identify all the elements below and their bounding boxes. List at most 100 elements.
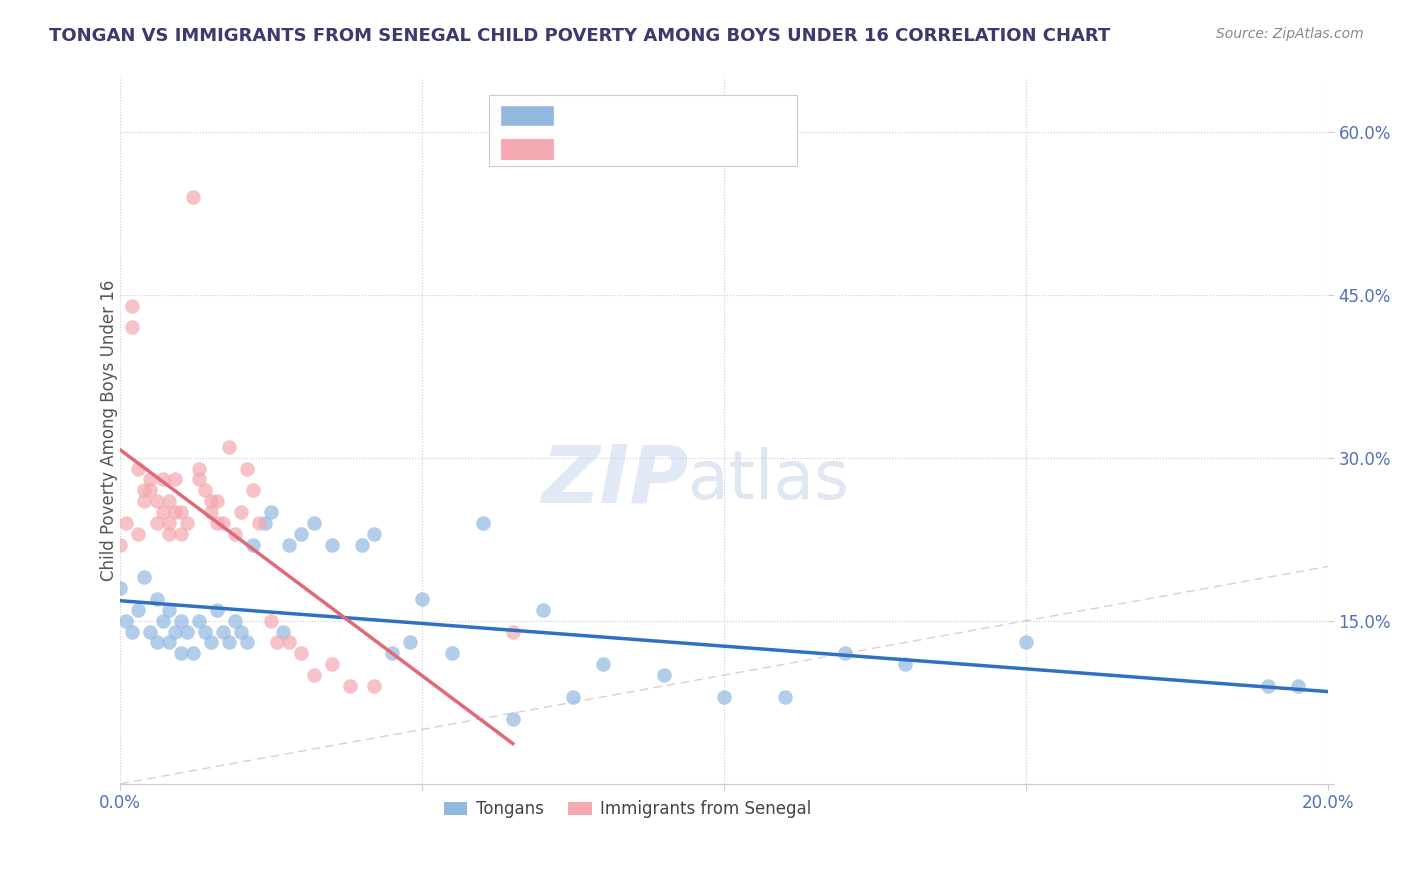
Point: [411, 592, 433, 607]
Text: atlas: atlas: [688, 447, 849, 513]
Point: [205, 494, 228, 508]
Point: [441, 646, 464, 660]
Point: [260, 505, 283, 519]
Point: [278, 538, 301, 552]
Point: [224, 526, 246, 541]
Point: [170, 646, 193, 660]
Legend: Tongans, Immigrants from Senegal: Tongans, Immigrants from Senegal: [437, 794, 818, 825]
Point: [157, 603, 180, 617]
Point: [592, 657, 614, 672]
Point: [302, 516, 325, 530]
Point: [145, 635, 167, 649]
Point: [115, 614, 138, 628]
Point: [200, 494, 222, 508]
Point: [134, 494, 156, 508]
Point: [502, 712, 524, 726]
Point: [254, 516, 277, 530]
Point: [145, 516, 167, 530]
Point: [212, 516, 235, 530]
Point: [1015, 635, 1038, 649]
Point: [152, 614, 174, 628]
Point: [224, 614, 246, 628]
Text: TONGAN VS IMMIGRANTS FROM SENEGAL CHILD POVERTY AMONG BOYS UNDER 16 CORRELATION : TONGAN VS IMMIGRANTS FROM SENEGAL CHILD …: [49, 27, 1111, 45]
Point: [187, 614, 209, 628]
Point: [121, 624, 143, 639]
Point: [194, 483, 217, 498]
Point: [212, 624, 235, 639]
Point: [145, 494, 167, 508]
Point: [1257, 679, 1279, 693]
Point: [321, 538, 343, 552]
Point: [187, 461, 209, 475]
Point: [302, 668, 325, 682]
Point: [260, 614, 283, 628]
Point: [399, 635, 422, 649]
Point: [134, 483, 156, 498]
Point: [339, 679, 361, 693]
Point: [181, 190, 204, 204]
Point: [236, 635, 259, 649]
Point: [163, 505, 186, 519]
Point: [170, 614, 193, 628]
Point: [115, 516, 138, 530]
Point: [110, 538, 132, 552]
Point: [531, 603, 554, 617]
Point: [163, 473, 186, 487]
Point: [471, 516, 494, 530]
Point: [121, 320, 143, 334]
Point: [139, 483, 162, 498]
Point: [139, 624, 162, 639]
Text: ZIP: ZIP: [540, 441, 688, 519]
Point: [278, 635, 301, 649]
Point: [242, 483, 264, 498]
Point: [363, 679, 385, 693]
Y-axis label: Child Poverty Among Boys Under 16: Child Poverty Among Boys Under 16: [100, 280, 118, 582]
Point: [176, 516, 198, 530]
Point: [218, 440, 240, 454]
Point: [145, 592, 167, 607]
Point: [236, 461, 259, 475]
Point: [290, 526, 312, 541]
Point: [121, 299, 143, 313]
Point: [170, 505, 193, 519]
Point: [200, 635, 222, 649]
Point: [194, 624, 217, 639]
Text: Source: ZipAtlas.com: Source: ZipAtlas.com: [1216, 27, 1364, 41]
Point: [163, 624, 186, 639]
Point: [205, 516, 228, 530]
Point: [110, 581, 132, 595]
Point: [290, 646, 312, 660]
Point: [200, 505, 222, 519]
Point: [127, 461, 149, 475]
Point: [134, 570, 156, 584]
Point: [152, 505, 174, 519]
Point: [242, 538, 264, 552]
Point: [266, 635, 288, 649]
Point: [205, 603, 228, 617]
Point: [229, 624, 252, 639]
Point: [363, 526, 385, 541]
Point: [157, 494, 180, 508]
Point: [127, 526, 149, 541]
Point: [187, 473, 209, 487]
Point: [157, 635, 180, 649]
Point: [1286, 679, 1309, 693]
Point: [127, 603, 149, 617]
Point: [321, 657, 343, 672]
Point: [139, 473, 162, 487]
Point: [381, 646, 404, 660]
Point: [652, 668, 675, 682]
Point: [157, 516, 180, 530]
Point: [247, 516, 270, 530]
Point: [181, 646, 204, 660]
Point: [273, 624, 295, 639]
Point: [562, 690, 585, 704]
Point: [218, 635, 240, 649]
Point: [773, 690, 796, 704]
Point: [350, 538, 373, 552]
Point: [713, 690, 735, 704]
Point: [229, 505, 252, 519]
Point: [176, 624, 198, 639]
Point: [894, 657, 917, 672]
Point: [157, 526, 180, 541]
